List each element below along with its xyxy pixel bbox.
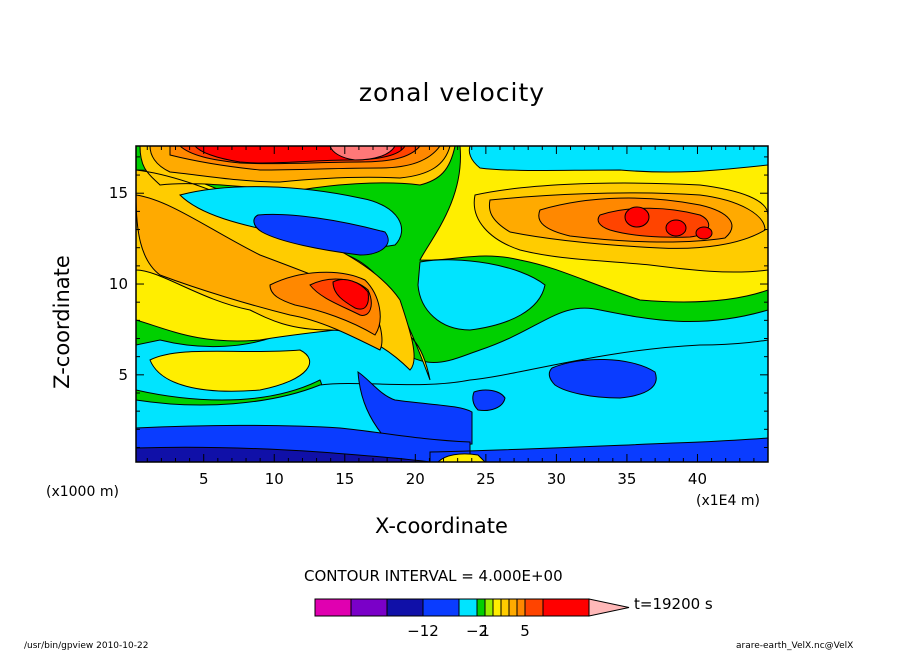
x-axis-label: X-coordinate <box>375 514 508 538</box>
colorbar-box <box>314 598 352 617</box>
red-core-right-2 <box>665 219 687 237</box>
colorbar-box <box>476 598 486 617</box>
red-orange-layer <box>179 146 710 316</box>
colorbar-box <box>492 598 502 617</box>
x-tick-label: 20 <box>406 470 425 488</box>
colorbar-box <box>524 598 544 617</box>
colorbar-tick-label: −12 <box>407 622 439 640</box>
blue-right-patch <box>548 358 657 399</box>
blue-upper-patch <box>253 213 389 256</box>
pink-core-top <box>329 146 396 161</box>
time-label: t=19200 s <box>634 595 713 613</box>
colorbar-box <box>458 598 478 617</box>
footer-right: arare-earth_VelX.nc@VelX <box>736 641 854 651</box>
red-core-right-3 <box>695 226 713 240</box>
blue-small-patch <box>472 389 506 411</box>
colorbar-box <box>508 598 518 617</box>
colorbar-box <box>500 598 510 617</box>
colorbar: −12 −21 5 <box>314 598 630 640</box>
x-tick-label: 5 <box>199 470 209 488</box>
cyan-upper-right <box>468 146 768 173</box>
red-core-right-1 <box>624 206 650 228</box>
axis-ticks: 5 10 15 20 25 30 35 40 5 10 15 <box>109 146 768 488</box>
dark-blue-bottom <box>136 446 431 462</box>
colorbar-box <box>542 598 590 617</box>
contour-field <box>136 146 768 462</box>
x-tick-label: 25 <box>476 470 495 488</box>
bottom-warm-patch <box>437 453 486 462</box>
colorbar-tick-label: 1 <box>480 622 490 640</box>
x-tick-label: 15 <box>335 470 354 488</box>
chart-title: zonal velocity <box>358 78 546 107</box>
footer-left: /usr/bin/gpview 2010-10-22 <box>24 641 149 651</box>
x-tick-label: 30 <box>547 470 566 488</box>
colorbar-box <box>484 598 494 617</box>
colorbar-arrow <box>588 598 630 617</box>
x-tick-label: 10 <box>265 470 284 488</box>
x-tick-label: 40 <box>688 470 707 488</box>
colorbar-box <box>516 598 526 617</box>
colorbar-box <box>386 598 424 617</box>
x-unit-left: (x1000 m) <box>46 484 119 500</box>
y-axis-label: Z-coordinate <box>50 255 74 389</box>
colorbar-box <box>350 598 388 617</box>
colorbar-box <box>422 598 460 617</box>
blue-under-jet <box>357 371 473 446</box>
plot-frame <box>135 145 769 463</box>
contour-interval-text: CONTOUR INTERVAL = 4.000E+00 <box>304 567 563 585</box>
x-tick-label: 35 <box>617 470 636 488</box>
y-tick-label: 5 <box>118 366 128 384</box>
y-tick-label: 10 <box>109 275 128 293</box>
colorbar-tick-label: −2 <box>466 622 488 640</box>
dark-orange-layer <box>169 146 733 336</box>
x-unit-right: (x1E4 m) <box>696 493 760 509</box>
y-tick-label: 15 <box>109 184 128 202</box>
red-core-jet <box>332 279 369 310</box>
cyan-center <box>417 259 546 331</box>
colorbar-tick-label: 5 <box>520 622 530 640</box>
